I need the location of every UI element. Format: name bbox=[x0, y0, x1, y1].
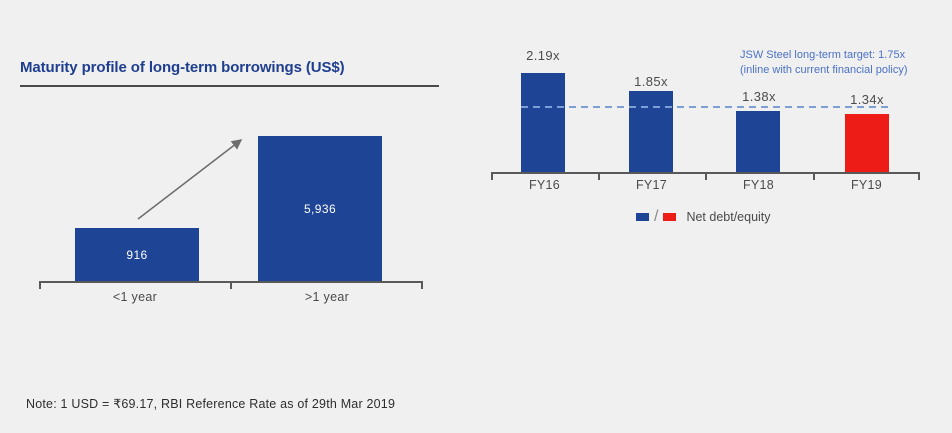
x-label-over-1-year: >1 year bbox=[304, 290, 350, 304]
legend-blue-swatch-icon bbox=[636, 213, 649, 221]
title-underline bbox=[20, 85, 439, 87]
axis-tick bbox=[598, 172, 600, 180]
bar-fy18 bbox=[736, 111, 780, 172]
x-label-fy19: FY19 bbox=[850, 178, 883, 192]
left-chart-title: Maturity profile of long-term borrowings… bbox=[20, 59, 345, 76]
target-annotation-line1: JSW Steel long-term target: 1.75x bbox=[740, 49, 906, 61]
axis-tick bbox=[813, 172, 815, 180]
bar-fy16 bbox=[521, 73, 565, 172]
bar-under-1-year: 916 bbox=[75, 228, 199, 281]
trend-arrow-icon bbox=[137, 139, 243, 220]
footnote: Note: 1 USD = ₹69.17, RBI Reference Rate… bbox=[26, 397, 396, 411]
bar-value-label: 916 bbox=[126, 247, 148, 262]
legend-red-swatch-icon bbox=[663, 213, 677, 221]
bar-value-label: 5,936 bbox=[303, 201, 337, 216]
legend-label: Net debt/equity bbox=[686, 210, 771, 224]
x-label-under-1-year: <1 year bbox=[112, 290, 158, 304]
value-label-fy16: 2.19x bbox=[526, 48, 560, 63]
bar-over-1-year: 5,936 bbox=[258, 136, 382, 281]
value-label-fy17: 1.85x bbox=[634, 74, 668, 89]
axis-tick bbox=[230, 281, 232, 289]
bar-fy19 bbox=[845, 114, 889, 172]
value-label-fy19: 1.34x bbox=[850, 92, 884, 107]
target-line bbox=[521, 106, 893, 108]
x-label-fy18: FY18 bbox=[742, 178, 775, 192]
axis-tick bbox=[491, 172, 493, 180]
legend: / Net debt/equity bbox=[636, 208, 771, 226]
axis-tick bbox=[705, 172, 707, 180]
target-annotation: JSW Steel long-term target: 1.75x (inlin… bbox=[740, 48, 950, 78]
x-label-fy17: FY17 bbox=[635, 178, 668, 192]
axis-tick bbox=[421, 281, 423, 289]
target-annotation-line2: (inline with current financial policy) bbox=[740, 64, 908, 76]
legend-separator: / bbox=[654, 208, 659, 225]
value-label-fy18: 1.38x bbox=[742, 89, 776, 104]
x-label-fy16: FY16 bbox=[528, 178, 561, 192]
axis-tick bbox=[918, 172, 920, 180]
axis-tick bbox=[39, 281, 41, 289]
bar-fy17 bbox=[629, 91, 673, 172]
